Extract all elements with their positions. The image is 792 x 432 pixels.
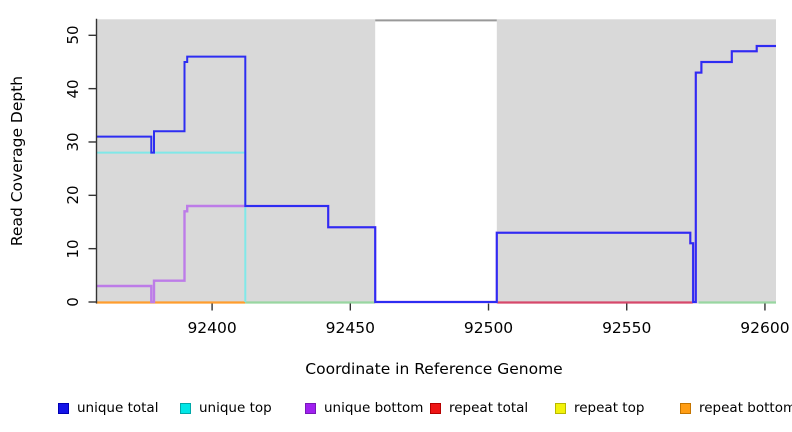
legend-item: unique top [180,399,272,416]
x-tick-label: 92450 [325,319,375,337]
x-tick-label: 92600 [740,319,790,337]
legend-label: repeat bottom [699,399,792,416]
y-tick-label: 10 [64,239,82,259]
legend-item: unique total [58,399,159,416]
y-tick-label: 50 [64,25,82,45]
legend-swatch-unique-bottom [305,402,316,414]
legend-label: unique top [199,399,272,416]
coverage-region [96,19,376,304]
legend-item: repeat bottom [680,399,792,416]
line-unique-total [96,45,776,303]
legend-item: repeat total [430,399,529,416]
y-tick-label: 20 [64,185,82,205]
y-tick-label: 40 [64,79,82,99]
legend-item: repeat top [555,399,645,416]
legend-swatch-repeat-top [555,402,566,414]
y-tick-label: 30 [64,132,82,152]
coverage-region [496,19,776,304]
legend-swatch-repeat-total [430,402,441,414]
legend-swatch-unique-total [58,402,69,414]
legend-label: repeat total [449,399,529,416]
y-axis-title: Read Coverage Depth [8,75,26,247]
legend-swatch-repeat-bottom [680,402,691,414]
x-tick-label: 92400 [187,319,237,337]
x-axis-title: Coordinate in Reference Genome [305,360,563,378]
legend-label: unique total [77,399,159,416]
x-tick-label: 92500 [463,319,514,337]
legend-swatch-unique-top [180,402,191,414]
legend-item: unique bottom [305,399,424,416]
legend-label: repeat top [574,399,645,416]
legend-label: unique bottom [324,399,424,416]
y-tick-label: 0 [64,297,82,307]
x-tick-label: 92550 [602,319,652,337]
